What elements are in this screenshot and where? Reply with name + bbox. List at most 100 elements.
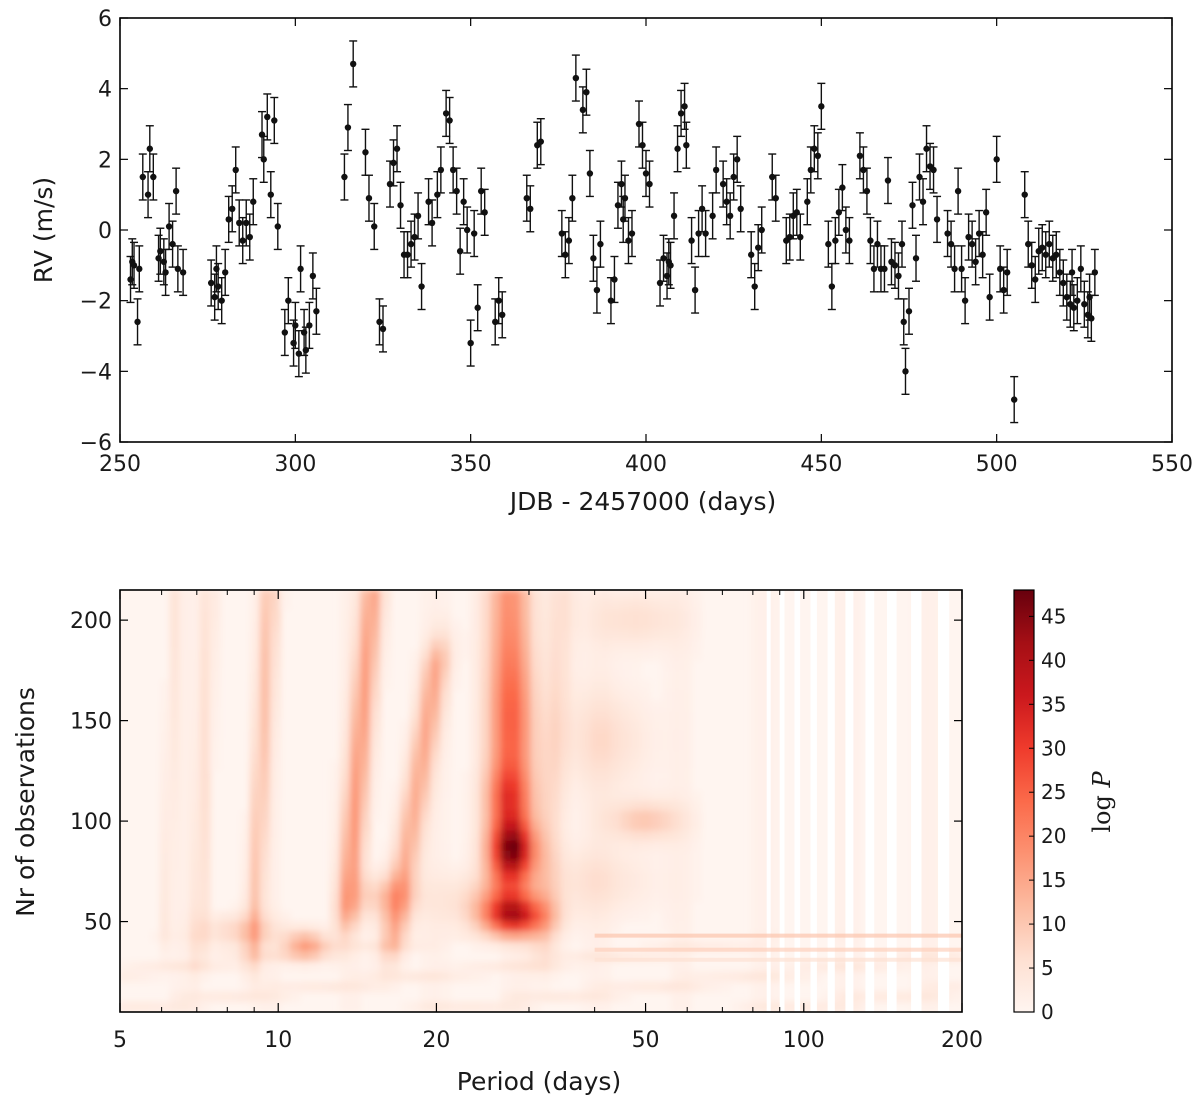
- heatmap-cell: [590, 921, 602, 933]
- heatmap-band: [594, 947, 962, 952]
- heatmap-cell: [430, 931, 442, 943]
- rv-marker: [660, 255, 667, 262]
- heatmap-cell: [771, 820, 782, 832]
- heatmap-cell: [129, 1001, 141, 1012]
- heatmap-cell: [450, 679, 462, 691]
- heatmap-cell: [540, 710, 552, 722]
- heatmap-cell: [530, 629, 542, 641]
- rv-marker: [583, 89, 590, 96]
- heatmap-cell: [370, 770, 382, 782]
- rv-data-point: [428, 199, 437, 247]
- heatmap-cell: [530, 649, 542, 661]
- heatmap-cell: [580, 890, 592, 902]
- heatmap-cell: [480, 609, 492, 621]
- heatmap-cell: [580, 961, 592, 973]
- heatmap-cell: [390, 941, 402, 953]
- heatmap-cell: [560, 690, 572, 701]
- heatmap-cell: [530, 639, 542, 651]
- heatmap-cell: [209, 649, 221, 661]
- heatmap-cell: [460, 629, 472, 641]
- heatmap-cell: [120, 971, 131, 983]
- heatmap-cell: [490, 850, 502, 862]
- heatmap-cell: [249, 870, 261, 882]
- heatmap-cell: [480, 971, 492, 983]
- heatmap-cell: [330, 931, 341, 943]
- heatmap-cell: [330, 810, 341, 822]
- heatmap-cell: [761, 890, 772, 902]
- heatmap-cell: [410, 730, 422, 742]
- heatmap-cell: [259, 790, 271, 802]
- heatmap-cell: [520, 669, 532, 681]
- heatmap-cell: [550, 740, 562, 752]
- heatmap-cell: [510, 690, 522, 701]
- heatmap-cell: [540, 961, 552, 973]
- rv-data-point: [950, 245, 959, 293]
- heatmap-cell: [239, 830, 251, 842]
- heatmap-cell: [259, 730, 271, 742]
- heatmap-cell: [520, 961, 532, 973]
- heatmap-cell: [310, 921, 321, 933]
- heatmap-cell: [340, 931, 351, 943]
- heatmap-cell: [179, 599, 191, 611]
- rv-marker: [590, 255, 597, 262]
- heatmap-cell: [600, 629, 612, 641]
- heatmap-cell: [159, 850, 171, 862]
- heatmap-cell: [189, 971, 201, 983]
- heatmap-cell: [189, 679, 201, 691]
- heatmap-cell: [560, 800, 572, 812]
- heatmap-cell: [921, 860, 933, 872]
- rv-marker: [414, 212, 422, 220]
- heatmap-cell: [590, 629, 602, 641]
- heatmap-cell: [350, 790, 361, 802]
- heatmap-cell: [380, 860, 392, 872]
- heatmap-cell: [360, 619, 372, 631]
- heatmap-cell: [420, 710, 432, 722]
- heatmap-cell: [570, 961, 582, 973]
- heatmap-cell: [590, 911, 602, 922]
- heatmap-cell: [670, 880, 682, 892]
- rv-data-point: [954, 167, 963, 215]
- heatmap-cell: [199, 810, 211, 822]
- heatmap-cell: [931, 740, 943, 752]
- heatmap-cell: [430, 981, 442, 993]
- rv-data-point: [491, 298, 500, 346]
- rv-data-point: [459, 178, 468, 226]
- heatmap-cell: [159, 890, 171, 902]
- heatmap-cell: [219, 941, 231, 953]
- heatmap-cell: [851, 921, 863, 933]
- heatmap-cell: [560, 730, 572, 742]
- heatmap-cell: [580, 840, 592, 852]
- heatmap-cell: [480, 790, 492, 802]
- heatmap-cell: [169, 830, 181, 842]
- heatmap-cell: [640, 901, 652, 912]
- heatmap-cell: [460, 840, 472, 852]
- heatmap-cell: [189, 639, 201, 651]
- heatmap-cell: [620, 760, 632, 772]
- heatmap-cell: [470, 590, 482, 601]
- heatmap-cell: [831, 810, 843, 822]
- heatmap-cell: [570, 619, 582, 631]
- heatmap-cell: [249, 911, 261, 922]
- heatmap-cell: [249, 740, 261, 752]
- heatmap-cell: [690, 629, 702, 641]
- rv-data-point: [582, 68, 591, 116]
- heatmap-cell: [480, 639, 492, 651]
- rv-marker: [407, 240, 415, 248]
- rv-marker: [470, 230, 478, 237]
- heatmap-cell: [931, 991, 943, 1003]
- heatmap-stripe: [794, 590, 801, 1012]
- heatmap-cell: [169, 951, 181, 963]
- heatmap-cell: [139, 961, 151, 973]
- heatmap-cell: [600, 669, 612, 681]
- heatmap-cell: [851, 961, 863, 973]
- rv-data-point: [379, 305, 387, 353]
- heatmap-cell: [460, 800, 472, 812]
- heatmap-cell: [520, 880, 532, 892]
- heatmap-cell: [851, 890, 863, 902]
- heatmap-cell: [330, 911, 341, 922]
- x-tick-label: 50: [632, 1028, 660, 1053]
- rv-marker: [174, 265, 182, 273]
- heatmap-cell: [831, 679, 843, 691]
- heatmap-cell: [239, 921, 251, 933]
- heatmap-cell: [430, 991, 442, 1003]
